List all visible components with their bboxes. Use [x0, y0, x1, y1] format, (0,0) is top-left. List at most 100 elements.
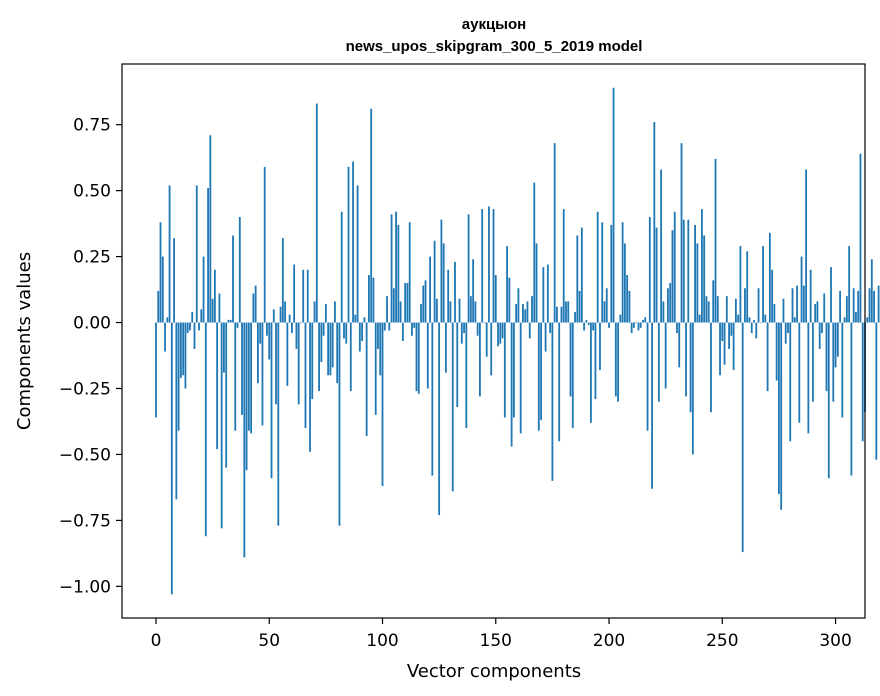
- bar-197: [601, 222, 604, 323]
- x-tick-label: 300: [819, 631, 851, 651]
- bar-186: [576, 235, 579, 323]
- bar-193: [592, 322, 595, 331]
- bar-184: [571, 322, 574, 429]
- bar-267: [759, 322, 762, 324]
- bar-110: [404, 282, 407, 323]
- bar-76: [327, 322, 330, 376]
- bar-204: [617, 322, 619, 402]
- bar-319: [877, 285, 880, 323]
- bar-154: [503, 322, 506, 418]
- bar-229: [673, 211, 676, 323]
- bar-248: [716, 296, 719, 323]
- bar-289: [809, 269, 812, 323]
- y-tick-label: 0.00: [73, 314, 111, 334]
- bar-317: [873, 290, 875, 323]
- y-tick-label: 0.50: [73, 182, 111, 202]
- bar-292: [816, 301, 819, 323]
- bar-206: [621, 222, 624, 323]
- bar-150: [494, 275, 497, 323]
- bar-5: [166, 317, 169, 323]
- bar-14: [186, 322, 189, 334]
- bar-42: [250, 322, 253, 434]
- bar-264: [753, 319, 755, 323]
- bar-103: [388, 322, 391, 331]
- chart-subtitle: news_upos_skipgram_300_5_2019 model: [346, 38, 643, 55]
- bar-66: [304, 322, 307, 429]
- x-tick-label: 50: [258, 631, 280, 651]
- bar-71: [315, 103, 318, 323]
- bar-61: [293, 264, 296, 323]
- bar-146: [485, 322, 488, 357]
- bar-170: [540, 322, 542, 421]
- bar-266: [757, 288, 760, 323]
- bar-296: [825, 322, 828, 392]
- bar-111: [406, 282, 409, 323]
- bar-176: [553, 143, 556, 323]
- bar-149: [492, 209, 495, 323]
- bar-125: [438, 322, 441, 516]
- bar-316: [870, 259, 873, 323]
- bar-34: [232, 235, 234, 323]
- bar-65: [302, 269, 305, 323]
- bar-46: [259, 322, 262, 344]
- bar-23: [207, 187, 209, 323]
- bar-84: [345, 322, 348, 344]
- bar-112: [408, 222, 411, 323]
- bar-series: [155, 87, 880, 595]
- bar-134: [458, 298, 461, 323]
- x-tick-label: 0: [151, 631, 162, 651]
- bar-141: [474, 301, 477, 323]
- bar-41: [247, 322, 250, 431]
- bar-32: [227, 319, 230, 323]
- bar-239: [696, 243, 699, 323]
- plot-frame: [121, 63, 866, 619]
- bar-8: [173, 238, 175, 323]
- bar-291: [814, 304, 817, 323]
- bar-78: [331, 322, 334, 368]
- bar-194: [594, 322, 597, 400]
- y-tick-label: −0.50: [59, 445, 111, 465]
- bar-90: [358, 322, 361, 352]
- bar-9: [175, 322, 178, 500]
- bar-213: [637, 322, 640, 331]
- bar-234: [685, 322, 687, 397]
- bar-243: [705, 296, 708, 323]
- bar-59: [288, 314, 291, 323]
- bar-163: [524, 309, 527, 323]
- bar-173: [546, 264, 549, 323]
- bar-182: [567, 301, 570, 323]
- bar-128: [445, 322, 447, 373]
- bar-165: [528, 322, 531, 339]
- bar-279: [787, 322, 789, 334]
- bar-303: [841, 322, 844, 418]
- bar-212: [635, 322, 638, 324]
- bar-82: [340, 211, 343, 323]
- bar-216: [644, 317, 647, 323]
- bar-275: [778, 322, 780, 495]
- bar-142: [476, 322, 479, 336]
- bar-247: [714, 158, 717, 323]
- bar-269: [764, 314, 767, 323]
- bar-172: [544, 322, 547, 352]
- bar-44: [254, 285, 257, 323]
- bar-294: [821, 322, 823, 334]
- bar-136: [463, 322, 465, 334]
- bar-98: [377, 322, 379, 349]
- bar-155: [506, 246, 508, 323]
- bar-171: [542, 267, 545, 323]
- bar-233: [682, 219, 685, 323]
- bar-160: [517, 288, 520, 323]
- bar-281: [791, 288, 794, 323]
- bar-224: [662, 301, 665, 323]
- bar-45: [257, 322, 259, 384]
- bar-37: [238, 217, 241, 323]
- bar-93: [365, 322, 368, 436]
- bar-25: [211, 298, 214, 323]
- bar-52: [272, 309, 275, 323]
- bar-218: [648, 217, 651, 323]
- bar-307: [850, 322, 853, 476]
- bar-7: [170, 322, 173, 595]
- bar-293: [818, 322, 821, 349]
- bar-287: [805, 169, 808, 323]
